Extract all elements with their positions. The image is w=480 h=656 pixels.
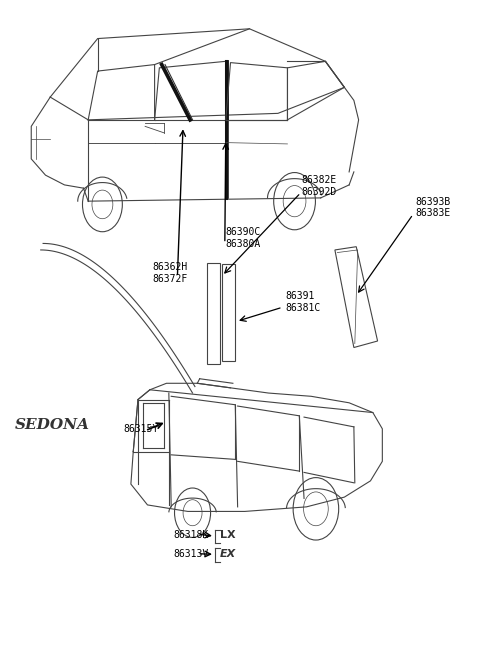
Text: 86382E
86392D: 86382E 86392D	[301, 175, 337, 197]
Bar	[222, 264, 235, 361]
Text: EX: EX	[220, 549, 236, 559]
Text: 86391
86381C: 86391 86381C	[285, 291, 320, 313]
Text: 86362H
86372F: 86362H 86372F	[152, 262, 188, 283]
Bar	[207, 263, 220, 364]
Text: 86390C
86380A: 86390C 86380A	[226, 228, 261, 249]
Text: 86313V: 86313V	[174, 549, 209, 560]
Text: 86315Y: 86315Y	[124, 424, 159, 434]
Text: 86393B
86383E: 86393B 86383E	[416, 197, 451, 218]
Text: 86318K: 86318K	[174, 530, 209, 540]
Text: SEDONA: SEDONA	[14, 418, 90, 432]
Text: LX: LX	[220, 530, 236, 540]
